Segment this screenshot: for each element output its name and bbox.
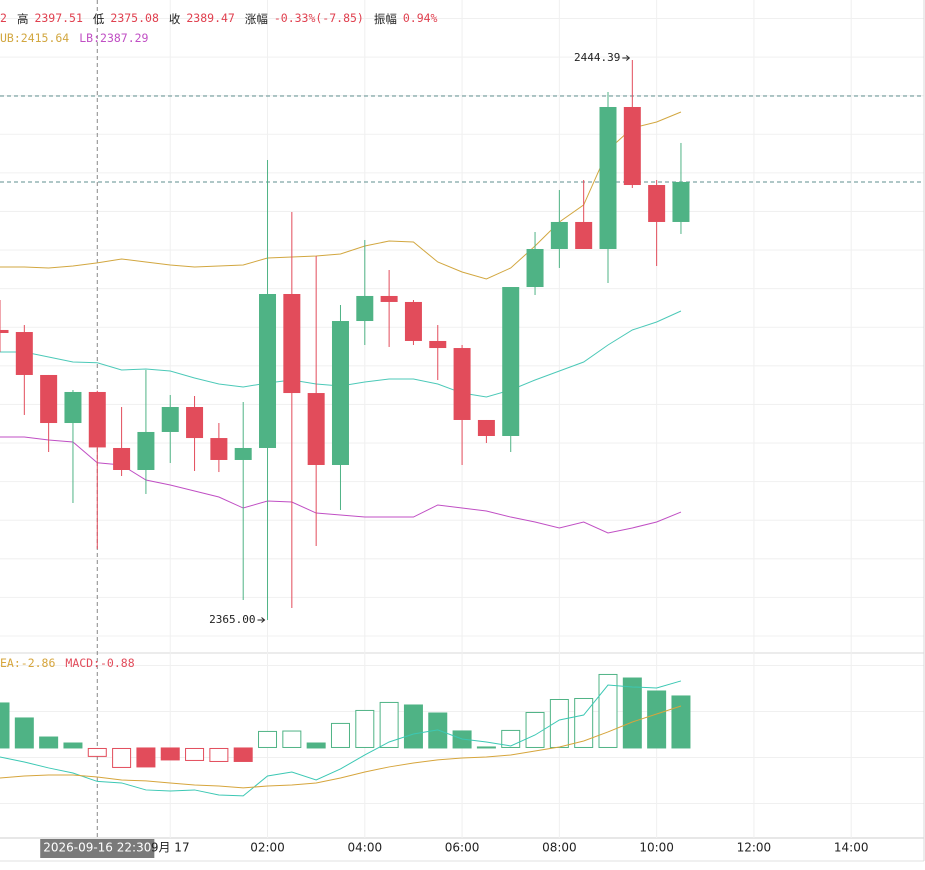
header-text: UB:2415.64 bbox=[0, 31, 70, 45]
header-text: 2397.51 bbox=[34, 11, 83, 25]
macd-bar bbox=[0, 702, 10, 749]
macd-bar bbox=[306, 742, 326, 749]
candle-body bbox=[404, 301, 422, 341]
x-tick-label: 9月 17 bbox=[151, 841, 190, 855]
candle-body bbox=[502, 287, 520, 436]
band-legend: UB:2415.64 LB:2387.29 bbox=[0, 31, 149, 45]
candle-body bbox=[88, 391, 106, 448]
header-item: 振幅 0.94% bbox=[374, 11, 438, 27]
header-text: 振幅 bbox=[373, 12, 397, 26]
ohlc-header: 2 高 2397.51 低 2375.08 收 2389.47 涨幅 -0.33%(-7.85)… bbox=[0, 11, 437, 27]
header-text: 2 bbox=[0, 11, 7, 25]
candle-body bbox=[210, 438, 228, 460]
max-label: 2444.39 bbox=[574, 51, 620, 64]
candle-body bbox=[623, 106, 641, 186]
header-text: 0.94% bbox=[402, 11, 438, 25]
candle-body bbox=[283, 293, 301, 394]
candle-body bbox=[477, 419, 495, 436]
macd-bar bbox=[63, 742, 83, 749]
macd-bar bbox=[355, 709, 375, 748]
x-tick-label: 14:00 bbox=[834, 841, 869, 855]
header-text: 2389.47 bbox=[186, 11, 235, 25]
max-arrow bbox=[625, 55, 631, 61]
header-item: 低 2375.08 bbox=[93, 11, 159, 27]
candle-body bbox=[429, 340, 447, 349]
macd-bar bbox=[282, 730, 302, 748]
header-text: -0.33%(-7.85) bbox=[273, 11, 364, 25]
crosshair-label-box bbox=[40, 839, 155, 858]
macd-bar bbox=[258, 730, 278, 748]
x-tick-label: 10:00 bbox=[639, 841, 674, 855]
macd-bar bbox=[233, 747, 253, 762]
candle-body bbox=[113, 447, 131, 470]
crosshair-label: 2026-09-16 22:30 bbox=[43, 841, 151, 855]
macd-bar bbox=[647, 690, 667, 749]
macd-line bbox=[0, 705, 682, 789]
candle-body bbox=[550, 221, 568, 249]
candle-body bbox=[64, 391, 82, 424]
candle-body bbox=[234, 447, 252, 460]
header-text: 高 bbox=[16, 12, 29, 26]
candle-body bbox=[40, 374, 58, 424]
macd-bar bbox=[598, 673, 618, 748]
macd-bar bbox=[112, 747, 132, 768]
macd-bar bbox=[549, 699, 569, 748]
macd-bar bbox=[622, 677, 642, 749]
macd-bar bbox=[379, 701, 399, 748]
header-text: 涨幅 bbox=[244, 12, 268, 26]
candle-body bbox=[186, 407, 204, 439]
macd-bar bbox=[185, 747, 205, 761]
candle-body bbox=[356, 295, 374, 322]
macd-bar bbox=[525, 711, 545, 748]
candle-body bbox=[672, 181, 690, 222]
header-text: MACD:-0.88 bbox=[65, 656, 135, 670]
candle-body bbox=[259, 293, 277, 448]
macd-bar bbox=[330, 722, 350, 748]
min-label: 2365.00 bbox=[209, 613, 255, 626]
candle-body bbox=[0, 329, 9, 334]
macd-bar bbox=[403, 704, 423, 749]
header-text: 收 bbox=[168, 12, 181, 26]
candle-body bbox=[526, 248, 544, 288]
candle-body bbox=[453, 348, 471, 420]
macd-bar bbox=[160, 747, 180, 761]
x-tick-label: 06:00 bbox=[445, 841, 480, 855]
candle-body bbox=[307, 393, 325, 465]
min-arrow bbox=[261, 617, 266, 623]
x-tick-label: 08:00 bbox=[542, 841, 577, 855]
candle-body bbox=[161, 407, 179, 432]
macd-bar bbox=[136, 747, 156, 768]
x-tick-label: 12:00 bbox=[737, 841, 772, 855]
macd-bar bbox=[39, 736, 59, 749]
candle-body bbox=[599, 106, 617, 249]
macd-bar bbox=[14, 717, 34, 749]
x-tick-label: 02:00 bbox=[250, 841, 285, 855]
header-item: 收 2389.47 bbox=[169, 11, 235, 27]
x-tick-label: 04:00 bbox=[348, 841, 383, 855]
macd-bar bbox=[428, 712, 448, 749]
macd-legend: EA:-2.86 MACD:-0.88 bbox=[0, 656, 135, 670]
header-item: 涨幅 -0.33%(-7.85) bbox=[245, 11, 364, 27]
header-text: 低 bbox=[92, 12, 105, 26]
header-item: 高 2397.51 bbox=[17, 11, 83, 27]
macd-bar bbox=[209, 747, 229, 762]
header-text: 2375.08 bbox=[110, 11, 159, 25]
header-text: EA:-2.86 bbox=[0, 656, 56, 670]
macd-bar bbox=[501, 729, 521, 748]
macd-bar bbox=[574, 697, 594, 748]
macd-bar bbox=[476, 746, 496, 749]
header-text: LB:2387.29 bbox=[79, 31, 149, 45]
candle-body bbox=[648, 185, 666, 222]
band-line bbox=[0, 111, 682, 280]
macd-bar bbox=[671, 695, 691, 749]
candle-body bbox=[137, 431, 155, 470]
candle-body bbox=[380, 295, 398, 302]
macd-bar bbox=[87, 747, 107, 757]
macd-line bbox=[0, 680, 682, 797]
candle-body bbox=[15, 332, 33, 375]
candle-body bbox=[331, 321, 349, 465]
candle-body bbox=[575, 221, 593, 249]
